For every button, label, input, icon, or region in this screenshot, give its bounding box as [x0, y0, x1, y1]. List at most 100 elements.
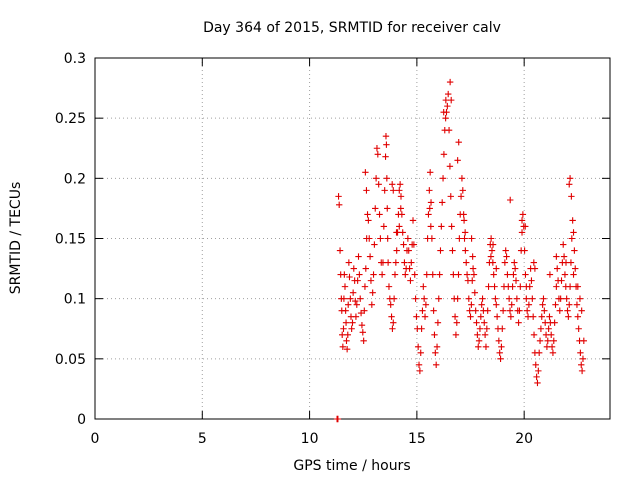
data-point — [453, 319, 460, 326]
data-point — [557, 295, 564, 302]
data-point — [438, 223, 445, 230]
data-point — [499, 307, 507, 314]
data-point — [466, 307, 473, 314]
data-point — [511, 259, 518, 266]
data-point — [515, 319, 522, 326]
data-point — [439, 175, 447, 182]
data-point — [578, 361, 585, 369]
data-point — [469, 253, 476, 260]
data-point — [388, 181, 396, 188]
data-point — [562, 259, 570, 266]
data-point — [481, 319, 488, 326]
data-point — [535, 367, 542, 375]
data-point — [522, 271, 529, 278]
data-point — [342, 319, 350, 326]
data-point — [530, 259, 538, 266]
data-point — [540, 295, 547, 302]
data-point — [460, 217, 468, 224]
data-point — [451, 313, 459, 320]
data-point — [429, 271, 436, 278]
data-point — [435, 295, 442, 302]
data-point — [447, 193, 454, 200]
data-point — [481, 331, 489, 338]
data-point — [568, 193, 575, 200]
data-point — [385, 283, 393, 290]
data-point — [501, 259, 509, 266]
data-point — [499, 325, 506, 332]
data-point — [553, 283, 560, 290]
data-point — [374, 151, 382, 158]
y-tick-label: 0.05 — [55, 352, 86, 368]
data-point — [371, 241, 378, 248]
data-point — [573, 301, 581, 308]
data-point — [345, 301, 352, 308]
data-point — [523, 307, 531, 314]
data-point — [381, 187, 388, 194]
y-tick-label: 0 — [77, 412, 86, 428]
data-point — [541, 307, 548, 314]
data-point — [522, 223, 529, 230]
data-point — [511, 265, 519, 272]
data-point — [475, 343, 482, 350]
data-point — [519, 211, 527, 218]
data-point — [548, 343, 556, 350]
data-point — [362, 169, 369, 176]
data-point — [468, 301, 475, 308]
data-point — [368, 301, 376, 308]
data-point — [384, 259, 392, 266]
data-point — [437, 247, 444, 254]
data-point — [534, 379, 541, 387]
data-point — [478, 301, 485, 308]
data-point — [530, 331, 538, 338]
data-point — [412, 295, 419, 302]
data-point — [535, 349, 543, 357]
data-point — [342, 307, 349, 314]
data-point — [563, 295, 570, 302]
data-point — [414, 343, 422, 350]
data-point — [490, 271, 497, 278]
data-point — [426, 205, 433, 212]
data-point — [427, 199, 435, 206]
data-point — [334, 415, 342, 423]
data-point — [548, 331, 555, 338]
data-point — [525, 301, 533, 308]
data-point — [405, 247, 412, 254]
data-point — [495, 337, 503, 344]
data-point — [455, 271, 462, 278]
data-point — [493, 265, 500, 272]
data-point — [408, 259, 415, 266]
data-point — [482, 343, 490, 350]
data-point — [445, 90, 452, 98]
data-point — [426, 187, 433, 194]
data-point — [361, 307, 368, 314]
data-point — [521, 247, 528, 254]
data-point — [472, 307, 479, 314]
data-point — [533, 373, 540, 381]
data-point — [528, 277, 535, 284]
data-point — [335, 193, 342, 200]
data-point — [452, 331, 460, 338]
data-point — [401, 259, 408, 266]
data-point — [350, 265, 357, 272]
data-point — [458, 175, 466, 182]
data-point — [523, 295, 530, 302]
data-point — [538, 313, 545, 320]
data-point — [358, 321, 366, 329]
data-point — [382, 153, 389, 160]
data-point — [406, 265, 413, 272]
data-point — [438, 199, 446, 206]
data-point — [436, 271, 443, 278]
data-point — [388, 313, 395, 320]
data-point — [421, 313, 429, 320]
data-point — [392, 259, 400, 266]
data-point — [570, 271, 577, 278]
data-point — [407, 277, 414, 284]
data-point — [579, 355, 587, 363]
data-point — [469, 265, 477, 272]
data-point — [455, 139, 462, 146]
data-point — [345, 259, 353, 266]
data-point — [380, 223, 388, 230]
data-point — [444, 102, 451, 110]
data-point — [510, 271, 517, 278]
